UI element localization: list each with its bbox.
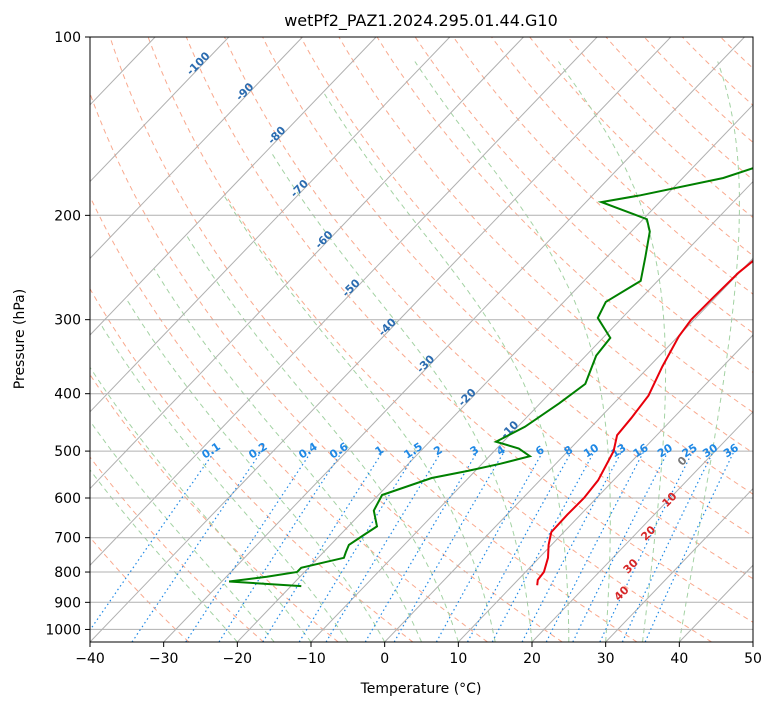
isotherm-line [90,37,230,183]
isotherm-line [90,37,598,566]
dry-adiabat-line [224,37,753,580]
dry-adiabat-line [452,37,753,334]
profiles [228,167,753,588]
isotherm-line [752,641,753,642]
mixing-ratio-line [644,450,735,642]
isotherm-line [90,37,524,490]
x-tick-label: 30 [597,651,615,667]
mixing-ratio-line [131,450,263,642]
mixing-ratio-line [90,450,216,632]
isotherm-line [90,37,451,413]
chart-title: wetPf2_PAZ1.2024.295.01.44.G10 [284,11,558,31]
moist-adiabat-line [323,92,570,642]
y-tick-label: 200 [54,208,81,224]
dry-adiabat-line [759,37,775,642]
isotherm-line [384,257,753,642]
temperature-profile [536,259,753,586]
isotherm-line [90,37,303,260]
isotherm-line [457,334,753,642]
y-tick-label: 500 [54,444,81,460]
dry-adiabat-line [147,37,712,642]
moist-adiabat-line [90,366,312,642]
y-tick-label: 100 [54,30,81,46]
moist-adiabat-line [414,61,611,642]
dry-adiabat-line [300,37,753,495]
y-axis: 100 200 300 400 500 600 700 800 900 1000 [45,30,90,638]
mixing-ratio-line [599,450,694,642]
dry-adiabat-line [185,37,753,623]
moist-adiabat-line [100,324,349,642]
x-tick-label: 0 [380,651,389,667]
mixing-ratio-line [491,450,596,642]
moist-adiabat-line [185,234,459,642]
x-axis: −40 −30 −20 −10 0 10 20 30 40 50 [75,642,762,667]
dry-adiabat-line [90,287,414,642]
y-tick-label: 1000 [45,622,81,638]
isotherm-line [605,487,753,642]
isotherm-line [310,180,753,642]
y-tick-label: 800 [54,565,81,581]
x-tick-label: 50 [744,651,762,667]
x-axis-label: Temperature (°C) [360,681,482,697]
y-tick-label: 300 [54,313,81,329]
moist-adiabat-line [125,297,386,642]
x-tick-label: −40 [75,651,105,667]
moist-adiabat-line [90,420,275,642]
dry-adiabat-line [262,37,753,537]
y-tick-label: 900 [54,595,81,611]
x-tick-label: −20 [223,651,253,667]
moist-adiabat-line [90,469,238,642]
mixing-ratio-line [185,450,313,642]
isotherm-line [163,37,745,642]
y-tick-label: 600 [54,491,81,507]
dewpoint-profile [228,167,753,588]
mixing-ratio-line [325,450,443,642]
x-tick-label: 10 [449,651,467,667]
mixing-ratio-line [262,450,384,642]
isotherm-line [90,37,377,336]
isotherm-line [90,37,672,642]
dry-adiabat-line [90,373,339,642]
x-tick-label: 20 [523,651,541,667]
x-tick-label: −30 [149,651,179,667]
dry-adiabat-line [90,195,488,642]
mixing-ratio-line [621,450,714,642]
y-tick-label: 400 [54,387,81,403]
moist-adiabat-line [153,268,422,642]
x-tick-label: −10 [296,651,326,667]
mixing-ratio-line [364,450,479,642]
plot-frame [89,36,754,643]
background-lines [90,37,775,642]
dry-adiabat-line [109,37,638,642]
moist-adiabat-line [557,61,667,642]
y-axis-label: Pressure (hPa) [12,289,28,389]
isotherm-line [236,104,753,642]
isotherm-line [531,411,753,642]
mixing-ratio-line [466,450,573,642]
moist-adiabat-line [224,196,496,642]
mixing-ratio-line [393,450,505,642]
dry-adiabat-line [338,37,753,454]
dry-adiabat-line [90,92,563,642]
y-tick-label: 700 [54,531,81,547]
moist-adiabat-line [678,61,740,642]
mixing-ratio-line [572,450,669,642]
mixing-ratio-line [218,450,343,642]
mixing-ratio-line [298,450,418,642]
x-tick-label: 40 [670,651,688,667]
